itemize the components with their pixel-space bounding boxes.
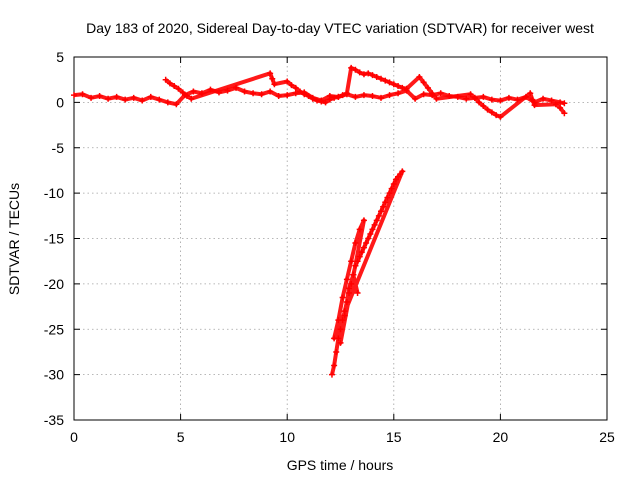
y-tick-label: -5: [52, 140, 65, 156]
y-tick-label: -35: [44, 412, 64, 428]
x-axis: 0 5 10 15 20 25: [70, 57, 615, 445]
y-tick-label: 5: [56, 49, 64, 65]
y-tick-label: -20: [44, 276, 64, 292]
y-tick-label: 0: [56, 94, 64, 110]
x-axis-label: GPS time / hours: [287, 457, 394, 473]
x-tick-label: 25: [599, 429, 615, 445]
x-tick-label: 0: [70, 429, 78, 445]
grid-lines: [74, 57, 607, 420]
x-tick-label: 5: [177, 429, 185, 445]
series-group: [328, 168, 406, 378]
data-series: [71, 64, 568, 378]
x-tick-label: 20: [493, 429, 509, 445]
y-tick-label: -15: [44, 231, 64, 247]
x-tick-label: 15: [386, 429, 402, 445]
y-tick-label: -25: [44, 321, 64, 337]
y-axis: 5 0 -5 -10 -15 -20 -25 -30 -35: [44, 49, 607, 428]
x-tick-label: 10: [279, 429, 295, 445]
y-tick-label: -10: [44, 185, 64, 201]
series-group: [162, 64, 568, 120]
y-axis-label: SDTVAR / TECUs: [6, 183, 22, 295]
chart-title: Day 183 of 2020, Sidereal Day-to-day VTE…: [86, 20, 594, 36]
series-band: [164, 65, 566, 119]
y-tick-label: -30: [44, 367, 64, 383]
series-group: [71, 84, 568, 108]
series-band: [330, 169, 405, 376]
